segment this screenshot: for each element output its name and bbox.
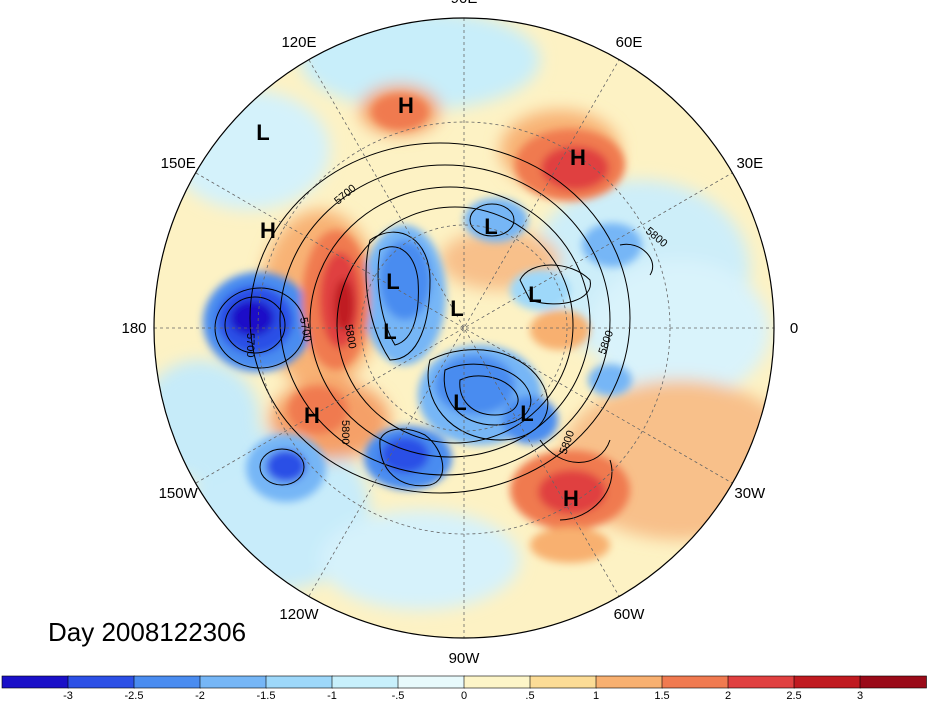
pressure-center-marker: L <box>520 401 533 426</box>
longitude-label: 150W <box>159 485 199 502</box>
colorbar-label: 3 <box>857 690 863 702</box>
contour-label: 5800 <box>342 323 358 349</box>
colorbar-swatch <box>793 675 861 689</box>
colorbar-swatch <box>463 675 531 689</box>
map-boundary <box>153 17 775 639</box>
colorbar-label: .5 <box>525 690 534 702</box>
longitude-label: 90E <box>451 0 478 7</box>
anomaly-field <box>154 18 774 638</box>
pressure-center-marker: H <box>304 403 320 428</box>
contour-label: 5700 <box>244 333 256 357</box>
contour-label: 5800 <box>339 420 351 444</box>
colorbar-label: 2.5 <box>786 690 801 702</box>
pressure-center-marker: H <box>563 486 579 511</box>
height-contours <box>214 142 654 521</box>
pressure-center-marker: H <box>570 145 586 170</box>
colorbar-swatch <box>595 675 663 689</box>
colorbar-label: -1 <box>327 690 337 702</box>
colorbar-swatch <box>199 675 267 689</box>
colorbar-label: 0 <box>461 690 467 702</box>
colorbar-swatch <box>331 675 399 689</box>
pressure-center-marker: L <box>528 282 541 307</box>
contour-labels: 5700 5800 5700 5800 5700 5800 5800 5800 <box>244 182 670 456</box>
colorbar-label: 1.5 <box>654 690 669 702</box>
pressure-center-marker: L <box>484 214 497 239</box>
longitude-label: 90W <box>449 650 481 667</box>
pressure-center-marker: L <box>386 269 399 294</box>
longitude-label: 30W <box>734 485 766 502</box>
colorbar-swatch <box>727 675 795 689</box>
colorbar-swatch <box>265 675 333 689</box>
pressure-center-marker: L <box>256 120 269 145</box>
longitude-label: 30E <box>736 155 763 172</box>
colorbar-swatch <box>661 675 729 689</box>
colorbar-label: -2.5 <box>125 690 144 702</box>
longitude-label: 150E <box>161 155 196 172</box>
colorbar-swatch <box>67 675 135 689</box>
longitude-labels: 90E 60E 30E 0 30W 60W 90W 120W 150W 180 150E 120E <box>121 0 798 667</box>
pressure-centers: L H H H L L L L L H L L H <box>256 93 586 511</box>
longitude-label: 180 <box>121 320 146 337</box>
pressure-center-marker: L <box>450 296 463 321</box>
colorbar-label: -.5 <box>392 690 405 702</box>
colorbar-label: -1.5 <box>257 690 276 702</box>
figure-title: Day 2008122306 <box>48 617 247 647</box>
graticule <box>154 18 774 638</box>
colorbar-swatch <box>529 675 597 689</box>
longitude-label: 60W <box>614 606 646 623</box>
colorbar-swatch <box>397 675 465 689</box>
pressure-center-marker: L <box>383 319 396 344</box>
colorbar-swatch <box>133 675 201 689</box>
longitude-label: 120W <box>279 606 319 623</box>
colorbar: -3 -2.5 -2 -1.5 -1 -.5 0 .5 1 1.5 2 2.5 3 <box>1 675 927 702</box>
longitude-label: 0 <box>790 320 798 337</box>
longitude-label: 120E <box>281 34 316 51</box>
colorbar-label: -2 <box>195 690 205 702</box>
pressure-center-marker: H <box>260 218 276 243</box>
colorbar-label: 1 <box>593 690 599 702</box>
colorbar-label: 2 <box>725 690 731 702</box>
longitude-label: 60E <box>616 34 643 51</box>
pressure-center-marker: L <box>453 390 466 415</box>
contour-label: 5700 <box>297 316 313 342</box>
colorbar-label: -3 <box>63 690 73 702</box>
colorbar-swatch <box>1 675 69 689</box>
colorbar-swatch <box>859 675 927 689</box>
pressure-center-marker: H <box>398 93 414 118</box>
